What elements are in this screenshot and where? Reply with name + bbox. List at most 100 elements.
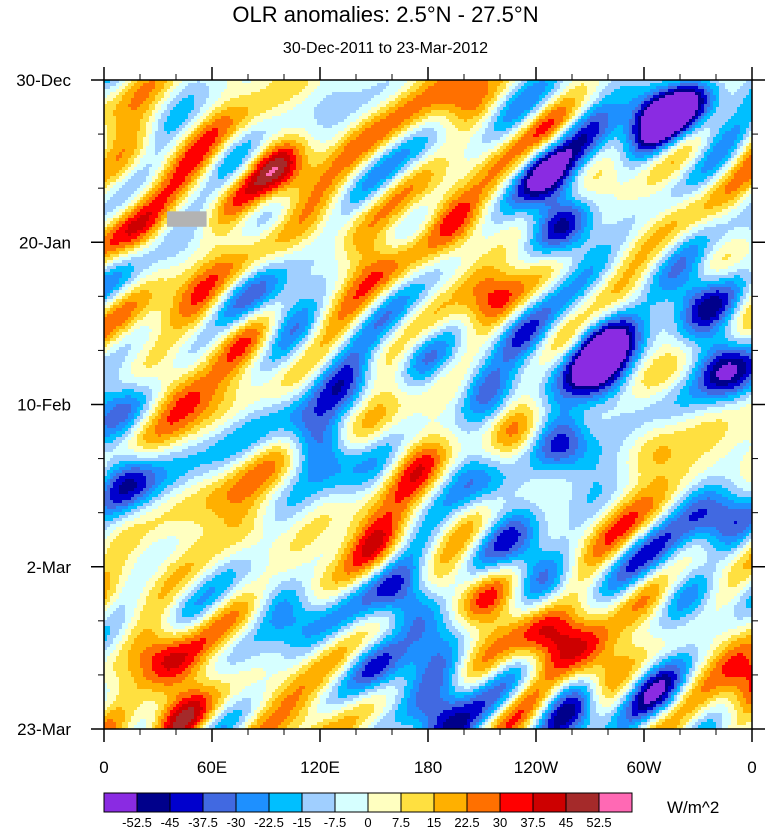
- field-cell: [113, 272, 122, 275]
- field-cell: [527, 212, 539, 215]
- field-cell: [542, 284, 548, 287]
- field-cell: [338, 173, 347, 176]
- field-cell: [524, 158, 527, 161]
- field-cell: [638, 143, 641, 146]
- field-cell: [482, 179, 491, 182]
- field-cell: [404, 212, 410, 215]
- field-cell: [509, 149, 524, 152]
- field-cell: [428, 209, 434, 212]
- field-cell: [386, 98, 395, 101]
- field-cell: [137, 194, 143, 197]
- field-cell: [518, 185, 524, 188]
- field-cell: [122, 95, 134, 98]
- field-cell: [617, 281, 629, 284]
- field-cell: [689, 224, 698, 227]
- field-cell: [224, 293, 227, 296]
- field-cell: [497, 179, 503, 182]
- field-cell: [146, 98, 155, 101]
- field-cell: [632, 293, 641, 296]
- field-cell: [179, 305, 203, 308]
- field-cell: [197, 284, 215, 287]
- field-cell: [209, 155, 212, 158]
- field-cell: [173, 173, 188, 176]
- field-cell: [452, 239, 458, 242]
- field-cell: [347, 179, 350, 182]
- field-cell: [533, 230, 539, 233]
- field-cell: [575, 203, 587, 206]
- field-cell: [125, 164, 131, 167]
- field-cell: [206, 212, 212, 215]
- field-cell: [503, 116, 518, 119]
- field-cell: [335, 203, 341, 206]
- field-cell: [593, 104, 602, 107]
- field-cell: [407, 236, 416, 239]
- field-cell: [701, 191, 707, 194]
- field-cell: [338, 299, 344, 302]
- field-cell: [482, 191, 488, 194]
- field-cell: [530, 299, 536, 302]
- field-cell: [419, 224, 425, 227]
- field-cell: [413, 137, 428, 140]
- field-cell: [749, 179, 752, 182]
- field-cell: [113, 143, 137, 146]
- field-cell: [155, 116, 161, 119]
- field-cell: [740, 152, 743, 155]
- field-cell: [698, 266, 704, 269]
- field-cell: [581, 104, 584, 107]
- field-cell: [422, 170, 431, 173]
- field-cell: [569, 275, 578, 278]
- field-cell: [359, 116, 368, 119]
- field-cell: [647, 296, 683, 299]
- field-cell: [557, 182, 563, 185]
- field-cell: [377, 152, 383, 155]
- field-cell: [626, 236, 635, 239]
- field-cell: [659, 251, 662, 254]
- field-cell: [707, 107, 713, 110]
- field-cell: [527, 251, 542, 254]
- field-cell: [506, 260, 524, 263]
- field-cell: [335, 194, 341, 197]
- field-cell: [176, 275, 191, 278]
- field-cell: [113, 263, 128, 266]
- field-cell: [116, 296, 122, 299]
- field-cell: [479, 206, 485, 209]
- field-cell: [233, 293, 236, 296]
- field-cell: [155, 221, 158, 224]
- field-cell: [728, 296, 734, 299]
- field-cell: [671, 146, 677, 149]
- field-cell: [539, 209, 548, 212]
- field-cell: [482, 188, 491, 191]
- field-cell: [200, 281, 215, 284]
- field-cell: [422, 230, 428, 233]
- field-cell: [692, 164, 695, 167]
- field-cell: [470, 203, 476, 206]
- field-cell: [218, 173, 227, 176]
- field-cell: [560, 134, 563, 137]
- field-cell: [119, 281, 125, 284]
- field-cell: [368, 290, 374, 293]
- field-cell: [635, 245, 641, 248]
- field-cell: [230, 188, 236, 191]
- field-cell: [107, 224, 113, 227]
- field-cell: [677, 203, 689, 206]
- field-cell: [365, 128, 392, 131]
- field-cell: [437, 206, 443, 209]
- field-cell: [197, 119, 203, 122]
- field-cell: [149, 134, 155, 137]
- field-cell: [140, 284, 182, 287]
- field-cell: [539, 152, 542, 155]
- field-cell: [530, 242, 539, 245]
- field-cell: [488, 83, 500, 86]
- field-cell: [182, 122, 188, 125]
- field-cell: [125, 221, 131, 224]
- field-cell: [701, 278, 719, 281]
- field-cell: [533, 296, 539, 299]
- field-cell: [326, 188, 335, 191]
- field-cell: [602, 146, 611, 149]
- field-cell: [716, 251, 749, 254]
- field-cell: [380, 203, 386, 206]
- field-cell: [230, 302, 236, 305]
- field-cell: [536, 164, 539, 167]
- field-cell: [245, 173, 248, 176]
- field-cell: [590, 233, 629, 236]
